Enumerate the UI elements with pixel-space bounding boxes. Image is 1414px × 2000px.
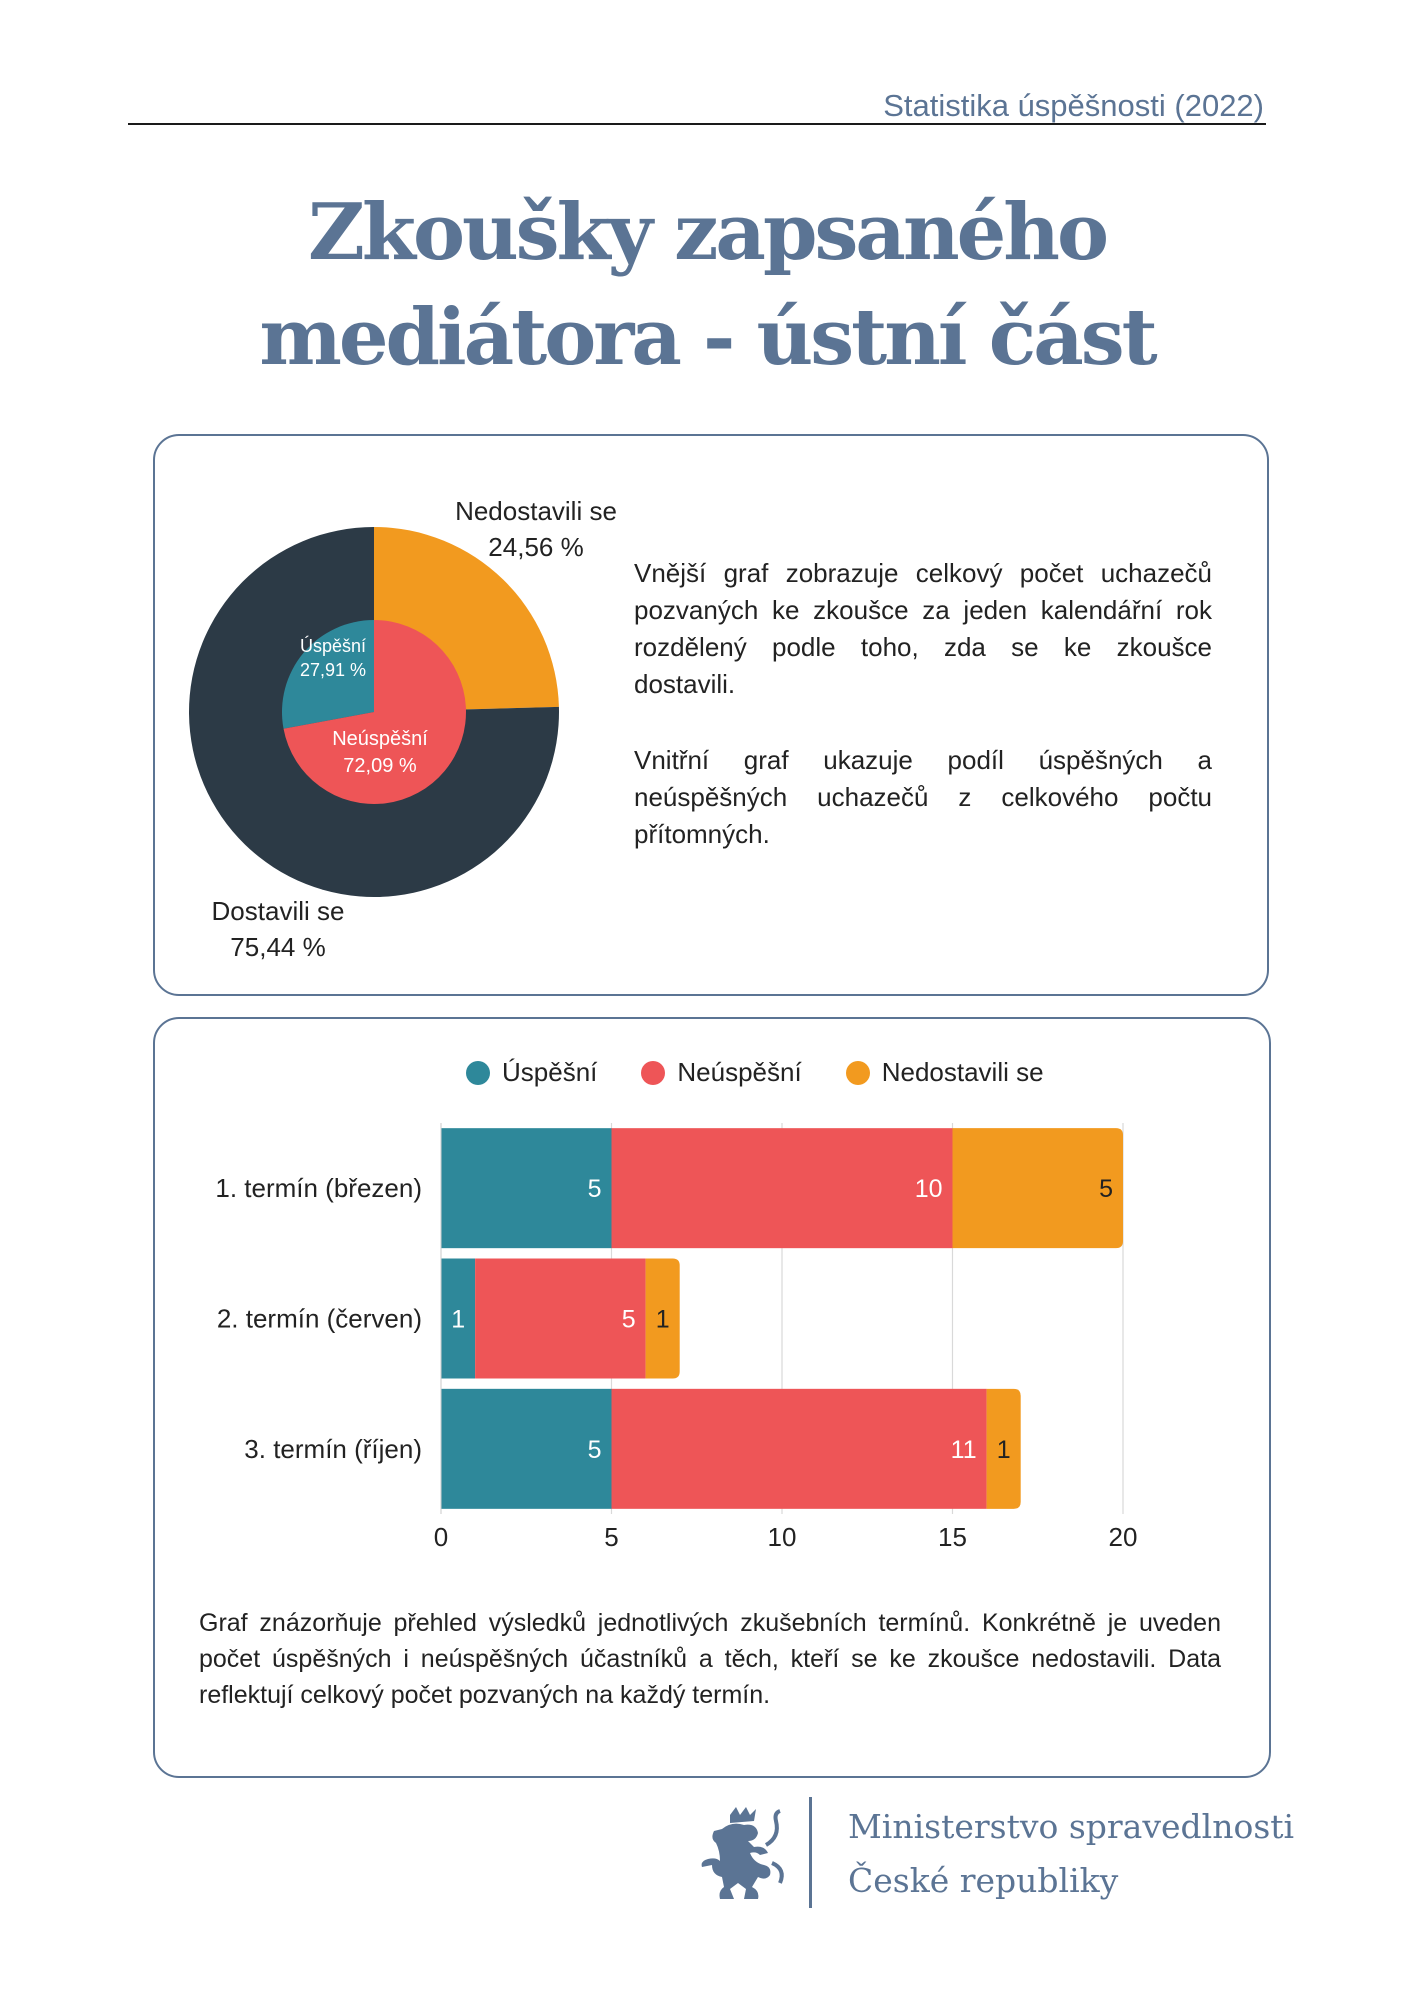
- legend-swatch: [641, 1060, 666, 1085]
- lion-emblem-icon: [701, 1807, 784, 1899]
- legend-item-2: Neúspěšní: [641, 1057, 802, 1088]
- pie-description-inner: Vnitřní graf ukazuje podíl úspěšných a n…: [634, 745, 1212, 849]
- footer-divider: [809, 1797, 812, 1908]
- pie-description-outer: Vnější graf zobrazuje celkový počet ucha…: [634, 558, 1212, 699]
- page-title: Zkoušky zapsaného mediátora - ústní část: [0, 180, 1414, 390]
- header-label: Statistika úspěšnosti (2022): [883, 88, 1264, 123]
- ministry-line1: Ministerstvo spravedlnosti: [848, 1807, 1295, 1846]
- legend-label: Nedostavili se: [881, 1057, 1044, 1087]
- legend-swatch: [466, 1060, 490, 1085]
- ministry-line2: České republiky: [848, 1861, 1119, 1900]
- legend-label: Úspěšní: [502, 1057, 598, 1087]
- legend-swatch: [845, 1060, 870, 1085]
- legend-item-3: Nedostavili se: [845, 1057, 1044, 1088]
- ministry-name: Ministerstvo spravedlnosti České republi…: [848, 1800, 1294, 1908]
- bar-description: Graf znázorňuje přehled výsledků jednotl…: [199, 1609, 1221, 1709]
- legend-item-1: Úspěšní: [466, 1057, 597, 1088]
- page-title-line2: mediátora - ústní část: [259, 292, 1157, 383]
- bar-legend: Úspěšní Neúspěšní Nedostavili se: [466, 1057, 1044, 1088]
- legend-label: Neúspěšní: [677, 1057, 802, 1087]
- page-title-line1: Zkoušky zapsaného: [307, 187, 1109, 278]
- pie-card: [153, 434, 1269, 996]
- header-rule: [128, 123, 1266, 125]
